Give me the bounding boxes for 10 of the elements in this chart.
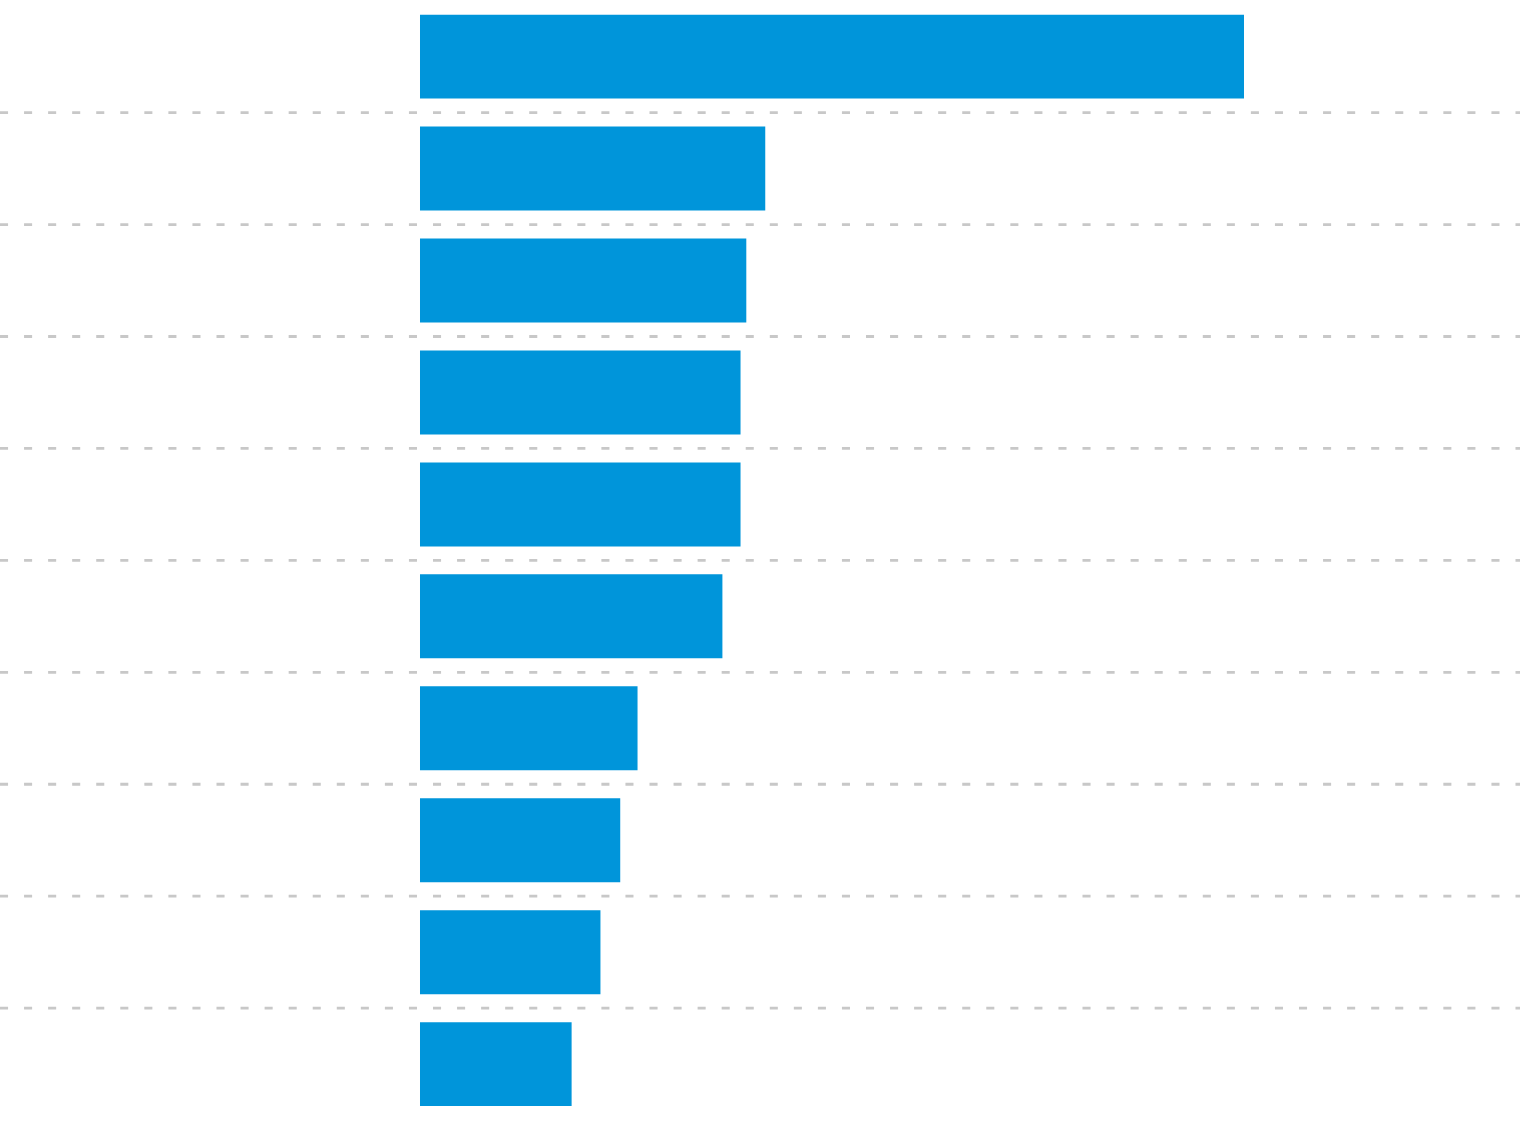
bar [420, 910, 601, 995]
bar [420, 798, 621, 883]
bar [420, 1022, 572, 1107]
bar [420, 126, 766, 211]
bar [420, 462, 741, 547]
bar [420, 350, 741, 435]
bar [420, 14, 1244, 99]
bar [420, 574, 723, 659]
bar [420, 238, 747, 323]
bar [420, 686, 638, 771]
